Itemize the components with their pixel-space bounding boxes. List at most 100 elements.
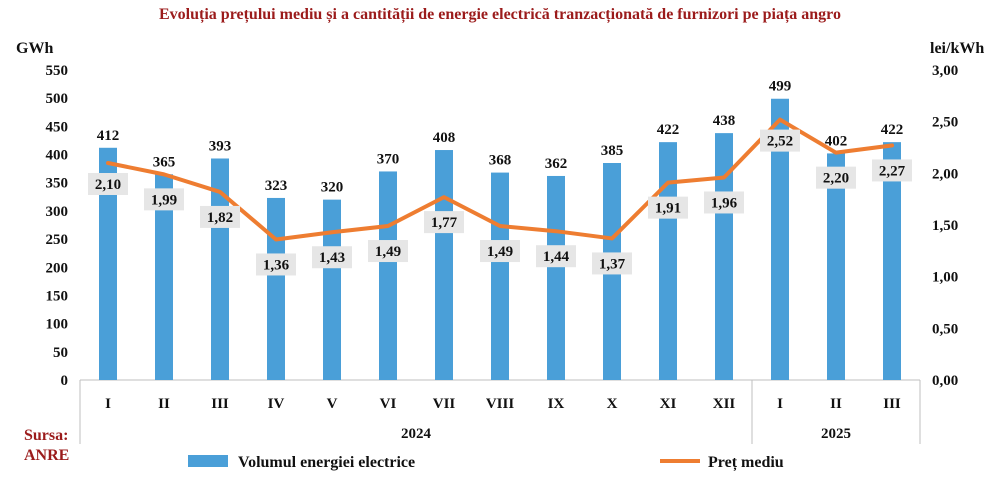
- price-data-label: 2,27: [879, 163, 906, 179]
- x-tick-label: IX: [548, 396, 565, 412]
- volume-bar: [659, 142, 677, 380]
- price-data-label: 1,37: [599, 256, 626, 272]
- price-label-box: [368, 240, 408, 263]
- legend-label-price: Preț mediu: [708, 454, 784, 472]
- volume-data-label: 393: [209, 138, 232, 154]
- y-left-tick-label: 300: [46, 204, 69, 220]
- x-tick-label: I: [777, 396, 783, 412]
- volume-data-label: 370: [377, 151, 400, 167]
- x-tick-label: III: [211, 396, 229, 412]
- price-data-label: 1,91: [655, 201, 681, 217]
- x-tick-label: VII: [433, 396, 456, 412]
- volume-data-label: 402: [825, 133, 848, 149]
- price-label-box: [536, 245, 576, 268]
- x-tick-label: XII: [713, 396, 736, 412]
- y-right-tick-label: 2,50: [932, 115, 958, 131]
- volume-bar: [435, 150, 453, 380]
- price-label-box: [256, 253, 296, 276]
- y-right-tick-label: 0,50: [932, 321, 958, 337]
- y-right-tick-label: 1,00: [932, 270, 958, 286]
- x-tick-label: XI: [660, 396, 677, 412]
- price-data-label: 2,52: [767, 134, 793, 150]
- volume-bar: [323, 199, 341, 380]
- y-left-tick-label: 550: [46, 63, 69, 79]
- x-tick-label: V: [327, 396, 338, 412]
- price-label-box: [704, 191, 744, 214]
- x-tick-label: VIII: [486, 396, 515, 412]
- price-data-label: 1,99: [151, 192, 177, 208]
- volume-data-label: 368: [489, 153, 512, 169]
- volume-data-label: 499: [769, 79, 792, 95]
- x-tick-label: II: [158, 396, 170, 412]
- price-label-box: [424, 211, 464, 234]
- y-right-tick-label: 3,00: [932, 63, 958, 79]
- price-label-box: [592, 252, 632, 275]
- volume-data-label: 438: [713, 113, 736, 129]
- volume-data-label: 320: [321, 180, 344, 196]
- y-left-tick-label: 500: [46, 91, 69, 107]
- left-axis-unit: GWh: [16, 40, 54, 57]
- volume-bar: [827, 153, 845, 380]
- price-label-box: [760, 129, 800, 152]
- y-left-tick-label: 200: [46, 260, 69, 276]
- price-label-box: [648, 196, 688, 219]
- volume-data-label: 422: [881, 122, 904, 138]
- volume-bar: [267, 197, 285, 380]
- x-tick-label: IV: [268, 396, 285, 412]
- year-group-label: 2024: [401, 426, 432, 442]
- source-label: Sursa:: [24, 427, 69, 444]
- volume-bar: [547, 175, 565, 380]
- x-tick-label: VI: [380, 396, 397, 412]
- price-data-label: 2,10: [95, 177, 121, 193]
- volume-bar: [883, 142, 901, 380]
- price-data-label: 1,77: [431, 215, 458, 231]
- x-tick-label: I: [105, 396, 111, 412]
- y-left-tick-label: 450: [46, 119, 69, 135]
- price-label-box: [312, 246, 352, 269]
- x-tick-label: X: [607, 396, 618, 412]
- volume-data-label: 412: [97, 128, 120, 144]
- y-right-tick-label: 1,50: [932, 218, 958, 234]
- y-left-tick-label: 250: [46, 232, 69, 248]
- right-axis-unit: lei/kWh: [930, 40, 985, 57]
- y-left-tick-label: 0: [61, 373, 69, 389]
- price-data-label: 1,49: [487, 244, 513, 260]
- volume-data-label: 365: [153, 154, 176, 170]
- volume-data-label: 422: [657, 122, 680, 138]
- volume-bar: [155, 174, 173, 380]
- y-left-tick-label: 150: [46, 288, 69, 304]
- legend-label-volume: Volumul energiei electrice: [238, 454, 415, 471]
- y-right-tick-label: 2,00: [932, 166, 958, 182]
- price-data-label: 1,96: [711, 195, 738, 211]
- volume-bar: [99, 147, 117, 380]
- price-data-label: 1,43: [319, 250, 345, 266]
- price-label-box: [480, 240, 520, 263]
- volume-data-label: 362: [545, 156, 568, 172]
- year-group-label: 2025: [821, 426, 851, 442]
- price-data-label: 1,36: [263, 257, 290, 273]
- source-name: ANRE: [24, 447, 70, 464]
- price-label-box: [872, 159, 912, 182]
- volume-bar: [379, 171, 397, 380]
- price-label-box: [816, 166, 856, 189]
- volume-bar: [771, 98, 789, 380]
- y-left-tick-label: 50: [53, 345, 68, 361]
- volume-data-label: 385: [601, 143, 624, 159]
- y-left-tick-label: 100: [46, 317, 69, 333]
- price-data-label: 2,20: [823, 171, 849, 187]
- volume-data-label: 408: [433, 130, 456, 146]
- y-right-tick-label: 0,00: [932, 373, 958, 389]
- price-data-label: 1,44: [543, 249, 570, 265]
- y-left-tick-label: 350: [46, 176, 69, 192]
- x-tick-label: III: [883, 396, 901, 412]
- price-label-box: [144, 188, 184, 211]
- source-note: Sursa: ANRE: [24, 426, 69, 466]
- price-data-label: 1,82: [207, 210, 233, 226]
- y-left-tick-label: 400: [46, 148, 69, 164]
- x-tick-label: II: [830, 396, 842, 412]
- price-label-box: [200, 205, 240, 228]
- legend-swatch-volume: [188, 455, 228, 467]
- volume-data-label: 323: [265, 178, 288, 194]
- price-label-box: [88, 173, 128, 195]
